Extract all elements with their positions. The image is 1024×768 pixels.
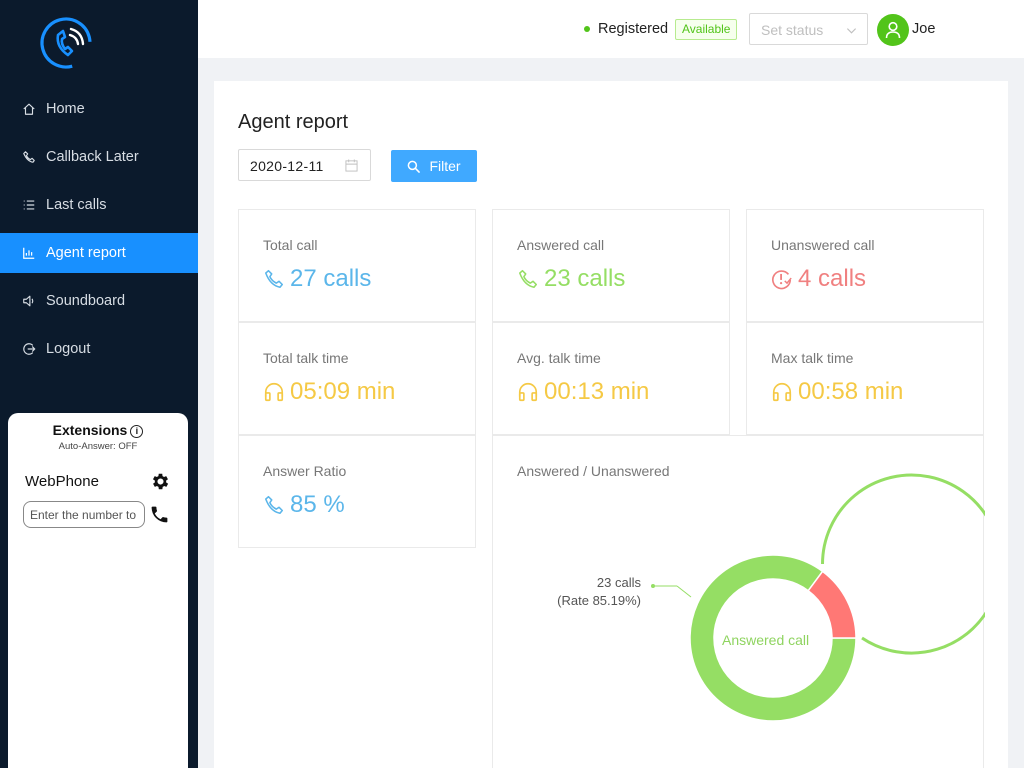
webphone-panel: Extensions i Auto-Answer: OFF WebPhone [8, 413, 188, 768]
unanswered-call-card: Unanswered call 4 calls [746, 209, 984, 322]
sidebar-item-last-calls[interactable]: Last calls [0, 185, 198, 225]
stat-value: 00:58 min [771, 378, 903, 406]
answered-unanswered-chart: Answered / Unanswered 23 calls (Rate 85.… [492, 435, 985, 768]
agent-report-panel: Agent report 2020-12-11 Filter Total cal… [214, 81, 1008, 768]
stat-value-text: 4 calls [798, 265, 867, 292]
sidebar-item-label: Logout [46, 341, 91, 357]
filter-label: Filter [429, 158, 461, 174]
phone-icon [518, 269, 538, 289]
max-talk-time-card: Max talk time 00:58 min [746, 322, 984, 435]
sidebar-item-callback-later[interactable]: Callback Later [0, 137, 198, 177]
sidebar-item-label: Soundboard [46, 293, 126, 309]
registration-status: Registered [598, 21, 669, 37]
sidebar-nav: Home Callback Later Last calls Agent rep… [0, 89, 198, 377]
stat-value-text: 00:13 min [544, 378, 650, 405]
stat-value: 27 calls [263, 265, 371, 293]
top-header: Registered Available Set status Joe [198, 0, 1024, 58]
stat-value: 05:09 min [263, 378, 395, 406]
stat-value-text: 27 calls [290, 265, 372, 292]
extensions-title: Extensions i [8, 422, 188, 438]
date-value: 2020-12-11 [250, 158, 324, 174]
phone-icon [264, 495, 284, 515]
stat-value: 85 % [263, 491, 345, 519]
chevron-down-icon [846, 28, 857, 34]
sidebar-item-label: Callback Later [46, 149, 139, 165]
stat-label: Total call [263, 237, 318, 253]
webphone-label: WebPhone [25, 473, 99, 490]
chart-callout-rate: (Rate 85.19%) [557, 593, 641, 608]
sidebar-item-agent-report[interactable]: Agent report [0, 233, 198, 273]
headset-icon [518, 383, 538, 402]
callout-dot [651, 584, 655, 588]
gear-icon[interactable] [150, 471, 171, 492]
dial-number-input[interactable] [23, 501, 145, 528]
callout-line [676, 585, 692, 598]
extensions-label: Extensions [52, 422, 128, 438]
date-picker[interactable]: 2020-12-11 [238, 149, 371, 181]
stat-label: Avg. talk time [517, 350, 601, 366]
chart-callout-calls: 23 calls [596, 575, 641, 590]
stat-label: Total talk time [263, 350, 349, 366]
stat-value-text: 05:09 min [290, 378, 396, 405]
stat-value: 23 calls [517, 265, 625, 293]
answer-ratio-card: Answer Ratio 85 % [238, 435, 476, 548]
missed-call-icon [772, 270, 792, 290]
page-title: Agent report [238, 111, 349, 133]
home-icon [23, 103, 35, 115]
phone-icon [23, 151, 35, 163]
list-icon [23, 200, 35, 210]
sidebar-item-label: Last calls [46, 197, 107, 213]
headset-icon [772, 383, 792, 402]
donut-slice-unanswered-call[interactable] [807, 570, 857, 639]
phone-icon [264, 269, 284, 289]
stat-value-text: 85 % [290, 491, 345, 518]
donut-slice-answered-call[interactable] [689, 554, 857, 722]
total-talk-time-card: Total talk time 05:09 min [238, 322, 476, 435]
info-icon[interactable]: i [130, 425, 144, 438]
headset-icon [264, 383, 284, 402]
stat-label: Answered call [517, 237, 605, 253]
stat-value-text: 00:58 min [798, 378, 904, 405]
stat-value-text: 23 calls [544, 265, 626, 292]
sound-icon [23, 295, 34, 307]
search-icon [408, 160, 421, 173]
logo-icon [40, 17, 92, 69]
stat-value: 4 calls [771, 265, 866, 293]
calendar-icon [345, 159, 358, 172]
availability-badge: Available [675, 19, 738, 40]
donut-active-ring [821, 473, 985, 655]
sidebar-item-logout[interactable]: Logout [0, 329, 198, 369]
user-icon [885, 21, 901, 39]
sidebar: Home Callback Later Last calls Agent rep… [0, 0, 198, 768]
sidebar-item-label: Agent report [46, 245, 126, 261]
call-icon[interactable] [149, 504, 170, 525]
stat-label: Unanswered call [771, 237, 875, 253]
set-status-select[interactable]: Set status [749, 13, 868, 45]
logout-icon [23, 343, 36, 355]
stat-label: Answer Ratio [263, 463, 347, 479]
avg-talk-time-card: Avg. talk time 00:13 min [492, 322, 730, 435]
auto-answer-status: Auto-Answer: OFF [58, 441, 138, 452]
set-status-placeholder: Set status [761, 22, 824, 38]
registration-status-dot [584, 26, 590, 32]
user-name[interactable]: Joe [912, 21, 936, 37]
filter-button[interactable]: Filter [391, 150, 477, 182]
sidebar-item-label: Home [46, 101, 85, 117]
stat-value: 00:13 min [517, 378, 649, 406]
donut-chart [651, 473, 985, 722]
stat-label: Max talk time [771, 350, 854, 366]
answered-call-card: Answered call 23 calls [492, 209, 730, 322]
sidebar-item-home[interactable]: Home [0, 89, 198, 129]
chart-center-label: Answered call [722, 632, 810, 648]
avatar[interactable] [877, 14, 909, 46]
bar-chart-icon [23, 247, 35, 259]
sidebar-item-soundboard[interactable]: Soundboard [0, 281, 198, 321]
total-call-card: Total call 27 calls [238, 209, 476, 322]
chart-title: Answered / Unanswered [517, 463, 670, 479]
